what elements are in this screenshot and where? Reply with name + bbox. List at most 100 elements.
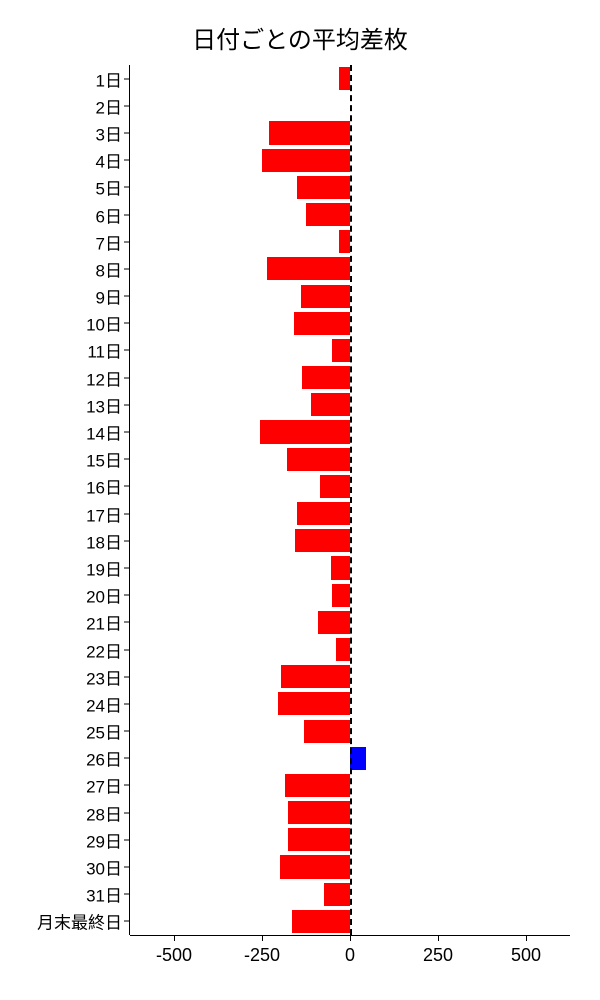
chart-container: 日付ごとの平均差枚 1日2日3日4日5日6日7日8日9日10日11日12日13日… bbox=[0, 0, 600, 1000]
y-tick bbox=[124, 812, 130, 813]
y-tick bbox=[124, 921, 130, 922]
bar bbox=[295, 529, 350, 552]
bar bbox=[262, 149, 350, 172]
y-tick bbox=[124, 432, 130, 433]
bar bbox=[301, 285, 350, 308]
bar bbox=[280, 855, 350, 878]
y-axis-label: 29日 bbox=[86, 827, 122, 852]
y-axis-label: 17日 bbox=[86, 501, 122, 526]
y-axis-label: 7日 bbox=[96, 229, 122, 254]
x-tick bbox=[262, 935, 263, 941]
y-tick bbox=[124, 241, 130, 242]
x-axis-label: -500 bbox=[156, 945, 192, 966]
bar bbox=[320, 475, 350, 498]
bar bbox=[311, 393, 350, 416]
x-axis-label: 250 bbox=[423, 945, 453, 966]
y-axis-label: 20日 bbox=[86, 583, 122, 608]
y-axis-label: 4日 bbox=[96, 148, 122, 173]
y-axis-label: 12日 bbox=[86, 365, 122, 390]
bar bbox=[294, 312, 350, 335]
y-tick bbox=[124, 78, 130, 79]
y-axis-label: 10日 bbox=[86, 311, 122, 336]
y-axis-label: 21日 bbox=[86, 610, 122, 635]
y-tick bbox=[124, 459, 130, 460]
bar bbox=[304, 720, 350, 743]
y-tick bbox=[124, 268, 130, 269]
y-tick bbox=[124, 187, 130, 188]
bar bbox=[318, 611, 350, 634]
y-tick bbox=[124, 132, 130, 133]
y-axis-label: 23日 bbox=[86, 664, 122, 689]
y-tick bbox=[124, 513, 130, 514]
y-tick bbox=[124, 323, 130, 324]
bar bbox=[339, 230, 350, 253]
bar bbox=[297, 502, 350, 525]
y-tick bbox=[124, 785, 130, 786]
bar bbox=[292, 910, 350, 933]
bar bbox=[287, 448, 350, 471]
bar bbox=[339, 67, 350, 90]
bar bbox=[269, 121, 350, 144]
y-tick bbox=[124, 214, 130, 215]
y-tick bbox=[124, 377, 130, 378]
y-tick bbox=[124, 703, 130, 704]
y-tick bbox=[124, 160, 130, 161]
y-tick bbox=[124, 622, 130, 623]
y-axis-label: 14日 bbox=[86, 420, 122, 445]
y-axis-label: 9日 bbox=[96, 284, 122, 309]
y-tick bbox=[124, 867, 130, 868]
bar bbox=[278, 692, 350, 715]
bar bbox=[302, 366, 350, 389]
y-tick bbox=[124, 105, 130, 106]
y-tick bbox=[124, 567, 130, 568]
y-tick bbox=[124, 649, 130, 650]
y-axis-label: 3日 bbox=[96, 120, 122, 145]
bar bbox=[350, 747, 366, 770]
y-axis-label: 22日 bbox=[86, 637, 122, 662]
y-axis-label: 11日 bbox=[87, 338, 122, 363]
bar bbox=[332, 339, 350, 362]
bar bbox=[281, 665, 350, 688]
y-axis-label: 13日 bbox=[86, 392, 122, 417]
y-axis-label: 18日 bbox=[86, 528, 122, 553]
bar bbox=[336, 638, 350, 661]
y-axis-label: 2日 bbox=[96, 93, 122, 118]
x-tick bbox=[438, 935, 439, 941]
bar bbox=[324, 883, 350, 906]
y-tick bbox=[124, 758, 130, 759]
y-tick bbox=[124, 894, 130, 895]
bar bbox=[260, 420, 350, 443]
x-axis-label: 500 bbox=[511, 945, 541, 966]
y-tick bbox=[124, 676, 130, 677]
y-axis-label: 15日 bbox=[86, 447, 122, 472]
x-axis-label: 0 bbox=[345, 945, 355, 966]
y-tick bbox=[124, 839, 130, 840]
y-tick bbox=[124, 540, 130, 541]
y-axis-label: 19日 bbox=[86, 555, 122, 580]
y-axis-label: 26日 bbox=[86, 746, 122, 771]
x-tick bbox=[174, 935, 175, 941]
x-tick bbox=[350, 935, 351, 941]
bar bbox=[332, 584, 350, 607]
y-axis-label: 16日 bbox=[86, 474, 122, 499]
x-axis-label: -250 bbox=[244, 945, 280, 966]
bar bbox=[267, 257, 350, 280]
bar bbox=[285, 774, 350, 797]
y-tick bbox=[124, 731, 130, 732]
y-tick bbox=[124, 486, 130, 487]
bar bbox=[331, 556, 350, 579]
y-axis-label: 28日 bbox=[86, 800, 122, 825]
y-tick bbox=[124, 404, 130, 405]
x-tick bbox=[526, 935, 527, 941]
y-axis-label: 30日 bbox=[86, 855, 122, 880]
y-tick bbox=[124, 296, 130, 297]
zero-line bbox=[350, 65, 352, 935]
chart-title: 日付ごとの平均差枚 bbox=[0, 20, 600, 55]
y-axis-label: 25日 bbox=[86, 719, 122, 744]
bar bbox=[297, 176, 350, 199]
y-axis-label: 24日 bbox=[86, 691, 122, 716]
y-axis-label: 8日 bbox=[96, 256, 122, 281]
y-axis-label: 1日 bbox=[96, 66, 122, 91]
bar bbox=[306, 203, 350, 226]
bar bbox=[288, 801, 350, 824]
